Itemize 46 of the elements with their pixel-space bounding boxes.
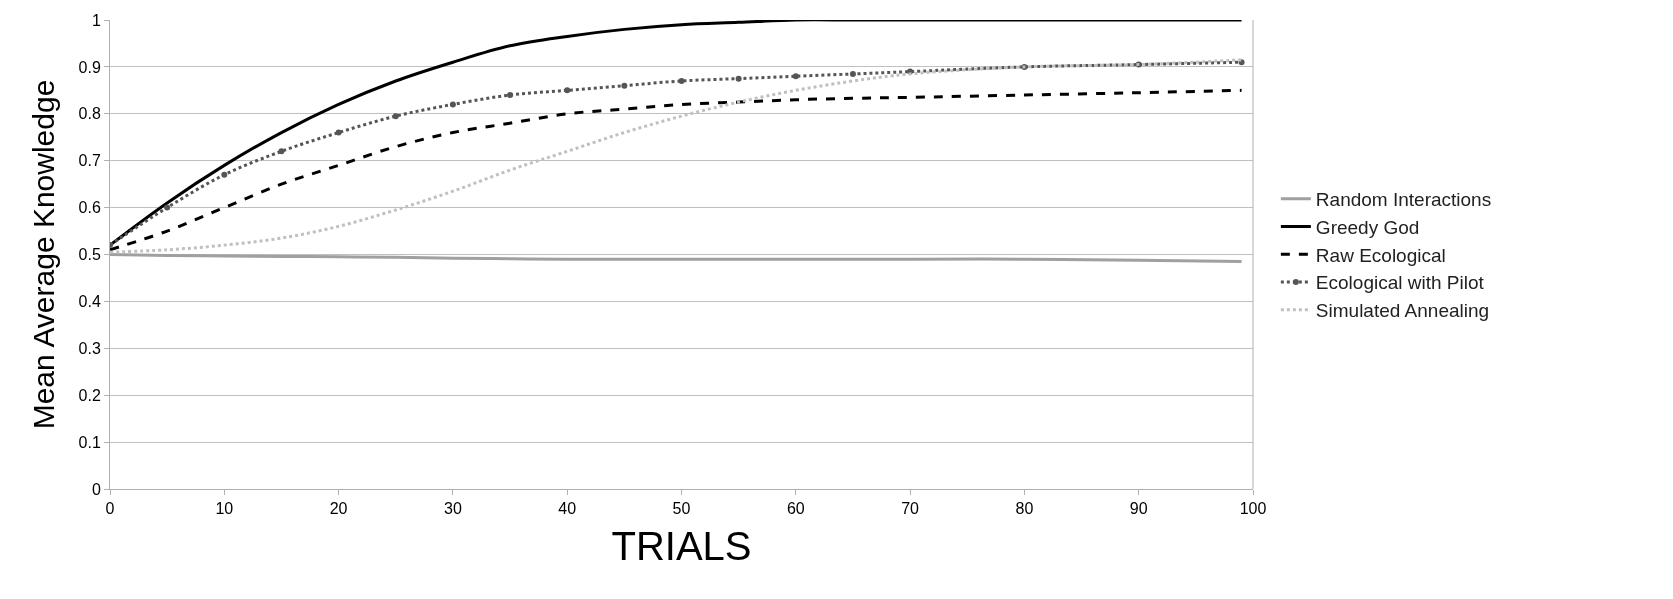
- y-tick-label: 0: [91, 480, 101, 498]
- y-tick-label: 0.1: [78, 433, 101, 451]
- point: [849, 70, 856, 77]
- x-tick-label: 50: [672, 500, 691, 518]
- point: [449, 101, 456, 108]
- x-tick-label: 30: [444, 500, 462, 518]
- x-tick-label: 100: [1239, 500, 1267, 518]
- legend-label: Ecological with Pilot: [1315, 272, 1485, 294]
- legend-label: Random Interactions: [1315, 189, 1492, 211]
- point: [164, 204, 171, 211]
- line-series: [110, 253, 1244, 264]
- x-axis-title: TRIALS: [611, 523, 752, 568]
- y-tick-label: 0.8: [78, 105, 101, 123]
- line-series: [110, 20, 1244, 247]
- x-tick-label: 0: [105, 500, 115, 518]
- line-series: [110, 88, 1244, 252]
- y-tick-label: 0.2: [78, 386, 101, 404]
- x-tick-label: 10: [215, 500, 234, 518]
- y-tick-label: 0.9: [78, 58, 101, 76]
- x-tick-label: 60: [786, 500, 805, 518]
- x-tick-label: 20: [329, 500, 348, 518]
- point: [335, 129, 342, 136]
- y-tick-label: 0.6: [78, 199, 101, 217]
- point: [221, 171, 228, 178]
- point: [507, 92, 514, 99]
- y-tick-label: 0.5: [78, 246, 101, 264]
- point: [735, 75, 742, 82]
- y-axis-title: Mean Average Knowledge: [26, 79, 60, 430]
- point: [1238, 59, 1245, 66]
- x-tick-label: 90: [1129, 500, 1148, 518]
- y-tick-label: 0.4: [78, 293, 101, 310]
- y-tick-label: 1: [91, 11, 101, 29]
- point: [564, 87, 571, 94]
- y-tick-label: 0.7: [78, 152, 101, 170]
- x-tick-label: 40: [558, 500, 577, 518]
- point: [792, 73, 799, 80]
- y-tick-label: 0.3: [78, 339, 101, 357]
- legend-label: Simulated Annealing: [1315, 300, 1490, 322]
- legend-label: Raw Ecological: [1315, 244, 1446, 266]
- point: [621, 82, 628, 89]
- point: [278, 148, 285, 155]
- x-tick-label: 70: [901, 500, 920, 518]
- point: [678, 77, 685, 84]
- point: [392, 113, 399, 120]
- x-tick-label: 80: [1015, 500, 1034, 518]
- legend-label: Greedy God: [1315, 216, 1420, 238]
